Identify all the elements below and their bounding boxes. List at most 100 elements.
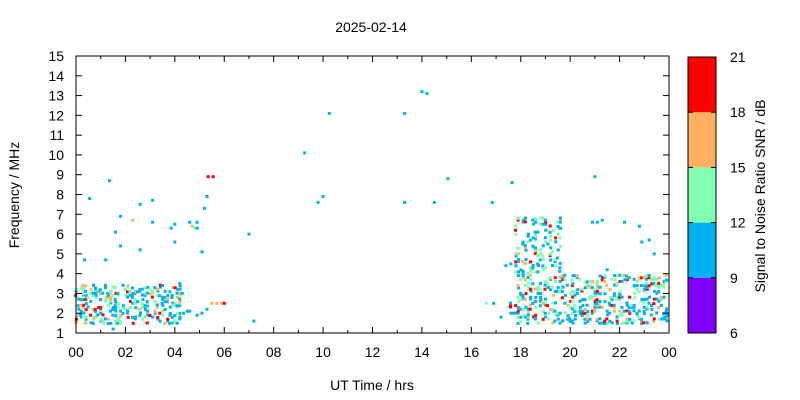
data-point: [554, 301, 557, 305]
data-point: [163, 300, 167, 304]
data-point: [581, 311, 585, 315]
data-point: [131, 321, 135, 325]
data-point: [178, 284, 182, 288]
data-point: [618, 280, 622, 283]
data-point: [598, 317, 602, 321]
data-point: [534, 220, 538, 224]
data-point: [643, 298, 647, 301]
data-point: [575, 274, 579, 278]
data-point: [527, 281, 531, 285]
data-point: [509, 303, 512, 307]
data-point: [168, 312, 172, 315]
data-point: [153, 311, 157, 315]
data-point: [160, 302, 164, 305]
data-point: [136, 307, 140, 311]
data-point: [205, 195, 209, 198]
data-point: [645, 283, 649, 287]
colorbar: 6 9 12 15 18 21: [687, 49, 746, 341]
data-point: [591, 309, 594, 313]
data-point: [321, 195, 325, 198]
data-point: [138, 313, 142, 317]
data-point: [539, 297, 543, 301]
data-point: [131, 293, 135, 297]
data-point: [514, 311, 518, 315]
data-point: [563, 273, 567, 277]
data-point: [603, 322, 607, 325]
data-point: [615, 321, 619, 325]
data-point: [99, 306, 103, 310]
data-point: [171, 301, 175, 305]
data-point: [623, 278, 627, 282]
data-point: [613, 283, 617, 287]
data-point: [640, 284, 643, 287]
data-point: [130, 286, 134, 290]
data-point: [613, 274, 617, 278]
data-point: [665, 319, 669, 323]
data-point: [625, 277, 629, 281]
data-point: [138, 289, 142, 293]
data-point: [578, 277, 582, 281]
data-point: [101, 319, 105, 323]
data-point: [76, 304, 80, 308]
data-point: [544, 222, 548, 226]
colorbar-frame: [687, 56, 717, 334]
data-point: [595, 289, 599, 293]
data-point: [529, 260, 532, 264]
x-tick-label: 18: [513, 344, 529, 360]
y-tick-label: 6: [56, 226, 64, 242]
data-point: [565, 317, 569, 321]
data-point: [563, 301, 567, 305]
data-point: [178, 317, 182, 321]
data-point: [123, 307, 127, 311]
data-point: [83, 258, 87, 262]
data-point: [514, 270, 518, 274]
x-tick-label: 04: [167, 344, 183, 360]
data-point: [541, 264, 545, 268]
data-point: [625, 309, 629, 313]
y-tick-label: 4: [56, 266, 64, 282]
x-tick-label: 16: [464, 344, 480, 360]
y-tick-label: 12: [48, 107, 64, 123]
data-point: [523, 216, 527, 220]
data-point: [178, 304, 182, 308]
data-point: [532, 222, 536, 226]
data-point: [140, 293, 144, 297]
data-point: [588, 295, 591, 299]
data-point: [580, 289, 584, 293]
data-point: [526, 313, 530, 317]
data-point: [618, 309, 622, 313]
data-point: [635, 284, 639, 288]
data-point: [543, 287, 547, 291]
data-point: [81, 292, 85, 295]
data-point: [521, 307, 525, 311]
data-point: [592, 288, 596, 291]
data-point: [166, 293, 170, 297]
data-point: [79, 309, 83, 313]
data-point: [516, 315, 520, 319]
data-point: [583, 321, 587, 325]
data-point: [92, 317, 96, 321]
data-point: [168, 305, 172, 309]
data-point: [532, 315, 536, 319]
data-point: [114, 230, 117, 234]
data-point: [140, 302, 144, 306]
data-point: [143, 315, 147, 319]
data-point: [549, 246, 553, 250]
data-point: [113, 297, 117, 301]
data-point: [77, 313, 81, 317]
data-point: [558, 218, 562, 222]
data-point: [593, 290, 597, 294]
data-point: [96, 313, 100, 317]
data-point: [556, 311, 560, 315]
data-point: [521, 314, 525, 317]
data-point: [151, 315, 155, 319]
data-point: [628, 319, 632, 323]
data-point: [539, 295, 543, 299]
data-point: [657, 306, 661, 309]
data-point: [551, 264, 554, 268]
data-point: [155, 288, 159, 291]
data-point: [601, 321, 604, 325]
y-tick-label: 5: [56, 246, 64, 262]
data-point: [583, 308, 587, 311]
data-point: [645, 287, 649, 291]
